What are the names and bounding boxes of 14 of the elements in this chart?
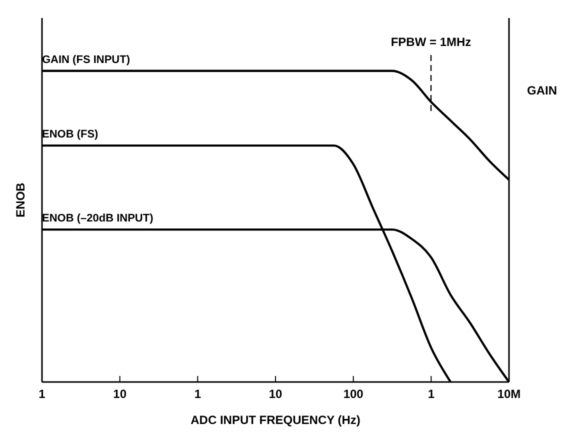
x-tick-label: 1 bbox=[194, 387, 202, 401]
series-label: ENOB (FS) bbox=[42, 128, 99, 141]
x-tick-label: 10 bbox=[113, 387, 127, 401]
x-axis-title: ADC INPUT FREQUENCY (Hz) bbox=[190, 413, 360, 427]
series-label: ENOB (–20dB INPUT) bbox=[42, 212, 154, 225]
x-tick-label: 10 bbox=[268, 387, 282, 401]
x-tick-label: 1 bbox=[38, 387, 46, 401]
text: FPBW = 1MHz bbox=[390, 35, 472, 49]
y-axis-title: ENOB bbox=[13, 182, 28, 218]
series-label: GAIN (FS INPUT) bbox=[42, 54, 130, 66]
y2-axis-title: GAIN bbox=[527, 83, 557, 98]
x-tick-label: 1 bbox=[428, 387, 435, 401]
x-tick-label: 10M bbox=[497, 387, 521, 401]
x-tick-label: 100 bbox=[343, 387, 364, 401]
